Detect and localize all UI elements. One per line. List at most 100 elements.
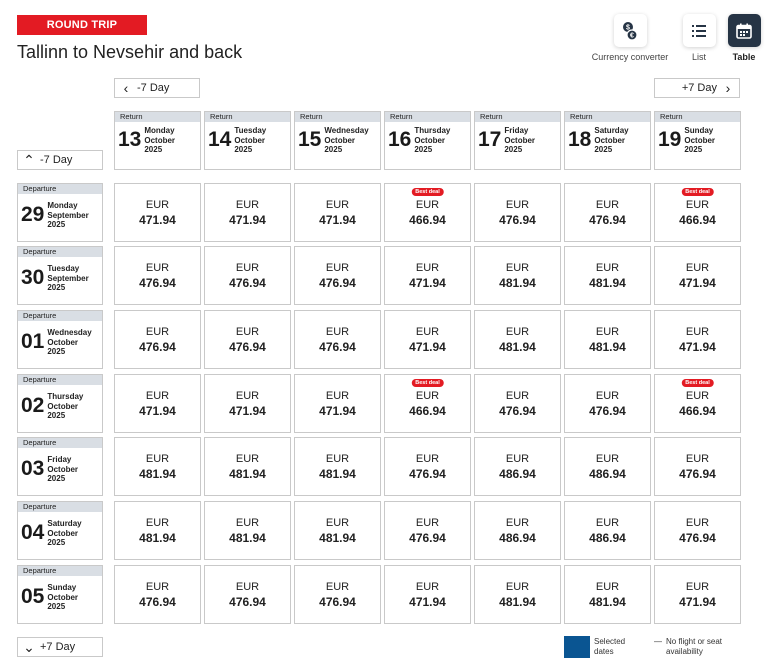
date-text: Sunday October 2025 (684, 126, 715, 155)
fare-cell[interactable]: EUR 476.94 (204, 565, 291, 624)
fare-cell[interactable]: EUR 476.94 (204, 246, 291, 305)
fare-cell[interactable]: EUR 471.94 (204, 374, 291, 433)
fare-cell[interactable]: EUR 481.94 (204, 437, 291, 496)
list-view-label: List (691, 52, 706, 62)
next-return-week-button[interactable]: +7 Day › (654, 78, 740, 98)
fare-cell[interactable]: EUR 476.94 (564, 374, 651, 433)
fare-cell[interactable]: EUR 481.94 (204, 501, 291, 560)
fare-cell[interactable]: EUR 471.94 (654, 565, 741, 624)
fare-cell[interactable]: EUR 481.94 (294, 501, 381, 560)
departure-label: Departure (18, 502, 102, 512)
fare-amount: 476.94 (139, 276, 176, 290)
date-body: 29 Monday September 2025 (18, 194, 102, 230)
fare-cell[interactable]: Best deal EUR 466.94 (654, 183, 741, 242)
fare-cell[interactable]: EUR 471.94 (114, 183, 201, 242)
fare-cell[interactable]: EUR 476.94 (384, 437, 471, 496)
fare-cell[interactable]: EUR 471.94 (114, 374, 201, 433)
date-text: Saturday October 2025 (47, 519, 81, 548)
date-text: Monday October 2025 (144, 126, 175, 155)
departure-date-header: Departure 04 Saturday October 2025 (17, 501, 103, 560)
fare-cell[interactable]: EUR 471.94 (654, 246, 741, 305)
departure-label: Departure (18, 375, 102, 385)
fare-cell[interactable]: EUR 476.94 (654, 437, 741, 496)
fare-amount: 471.94 (679, 276, 716, 290)
currency-converter-label: Currency converter (591, 52, 669, 62)
day-number: 15 (298, 128, 322, 152)
month: October (47, 592, 79, 602)
fare-cell[interactable]: EUR 486.94 (564, 437, 651, 496)
prev-departure-week-button[interactable]: ⌃ -7 Day (17, 150, 103, 170)
fare-cell[interactable]: EUR 476.94 (474, 374, 561, 433)
fare-cell[interactable]: EUR 471.94 (294, 183, 381, 242)
month: October (324, 135, 356, 145)
fare-cell[interactable]: EUR 471.94 (204, 183, 291, 242)
fare-amount: 481.94 (139, 531, 176, 545)
date-text: Tuesday September 2025 (47, 264, 88, 293)
date-text: Wednesday October 2025 (324, 126, 368, 155)
fare-currency: EUR (505, 326, 530, 338)
fare-cell[interactable]: EUR 476.94 (294, 246, 381, 305)
year: 2025 (684, 145, 703, 154)
table-view-button[interactable]: Table (727, 14, 761, 62)
next-return-week-label: +7 Day (681, 82, 717, 94)
fare-cell[interactable]: EUR 471.94 (294, 374, 381, 433)
fare-cell[interactable]: EUR 476.94 (474, 183, 561, 242)
fare-currency: EUR (415, 262, 440, 274)
return-date-header: Return 14 Tuesday October 2025 (204, 111, 291, 170)
fare-currency: EUR (685, 581, 710, 593)
fare-cell[interactable]: EUR 476.94 (384, 501, 471, 560)
fare-cell[interactable]: EUR 481.94 (114, 437, 201, 496)
fare-cell[interactable]: EUR 481.94 (474, 565, 561, 624)
svg-text:$: $ (626, 24, 630, 31)
date-body: 05 Sunday October 2025 (18, 576, 102, 612)
fare-cell[interactable]: EUR 471.94 (384, 310, 471, 369)
fare-cell[interactable]: EUR 481.94 (294, 437, 381, 496)
fare-cell[interactable]: EUR 476.94 (114, 565, 201, 624)
date-text: Friday October 2025 (504, 126, 535, 155)
date-body: 14 Tuesday October 2025 (205, 122, 290, 155)
fare-cell[interactable]: EUR 476.94 (204, 310, 291, 369)
fare-amount: 471.94 (139, 213, 176, 227)
page-title: Tallinn to Nevsehir and back (17, 42, 243, 62)
fare-cell[interactable]: EUR 476.94 (654, 501, 741, 560)
date-text: Monday September 2025 (47, 201, 88, 230)
fare-cell[interactable]: Best deal EUR 466.94 (654, 374, 741, 433)
fare-cell[interactable]: EUR 481.94 (564, 565, 651, 624)
fare-cell[interactable]: EUR 486.94 (474, 501, 561, 560)
year: 2025 (594, 145, 613, 154)
fare-cell[interactable]: EUR 481.94 (474, 246, 561, 305)
fare-cell[interactable]: EUR 476.94 (114, 310, 201, 369)
fare-cell[interactable]: EUR 476.94 (564, 183, 651, 242)
month: October (144, 135, 176, 145)
currency-converter-button[interactable]: $ € Currency converter (588, 14, 672, 62)
prev-return-week-button[interactable]: ‹ -7 Day (114, 78, 200, 98)
fare-cell[interactable]: EUR 481.94 (564, 310, 651, 369)
fare-currency: EUR (325, 453, 350, 465)
fare-cell[interactable]: EUR 471.94 (384, 565, 471, 624)
weekday: Monday (144, 126, 175, 135)
fare-currency: EUR (685, 326, 710, 338)
fare-cell[interactable]: EUR 481.94 (474, 310, 561, 369)
fare-cell[interactable]: EUR 486.94 (474, 437, 561, 496)
fare-cell[interactable]: Best deal EUR 466.94 (384, 374, 471, 433)
fare-amount: 481.94 (499, 276, 536, 290)
next-departure-week-button[interactable]: ⌄ +7 Day (17, 637, 103, 657)
return-date-header: Return 13 Monday October 2025 (114, 111, 201, 170)
fare-amount: 466.94 (409, 213, 446, 227)
list-view-button[interactable]: List (682, 14, 716, 62)
table-icon (727, 14, 761, 47)
fare-currency: EUR (505, 390, 530, 402)
fare-cell[interactable]: EUR 481.94 (114, 501, 201, 560)
fare-amount: 481.94 (499, 340, 536, 354)
fare-currency: EUR (685, 390, 710, 402)
fare-cell[interactable]: EUR 476.94 (294, 565, 381, 624)
date-body: 19 Sunday October 2025 (655, 122, 740, 155)
fare-cell[interactable]: EUR 471.94 (384, 246, 471, 305)
fare-cell[interactable]: EUR 476.94 (114, 246, 201, 305)
fare-cell[interactable]: EUR 476.94 (294, 310, 381, 369)
fare-cell[interactable]: EUR 471.94 (654, 310, 741, 369)
fare-cell[interactable]: EUR 481.94 (564, 246, 651, 305)
fare-currency: EUR (595, 517, 620, 529)
fare-cell[interactable]: EUR 486.94 (564, 501, 651, 560)
fare-cell[interactable]: Best deal EUR 466.94 (384, 183, 471, 242)
